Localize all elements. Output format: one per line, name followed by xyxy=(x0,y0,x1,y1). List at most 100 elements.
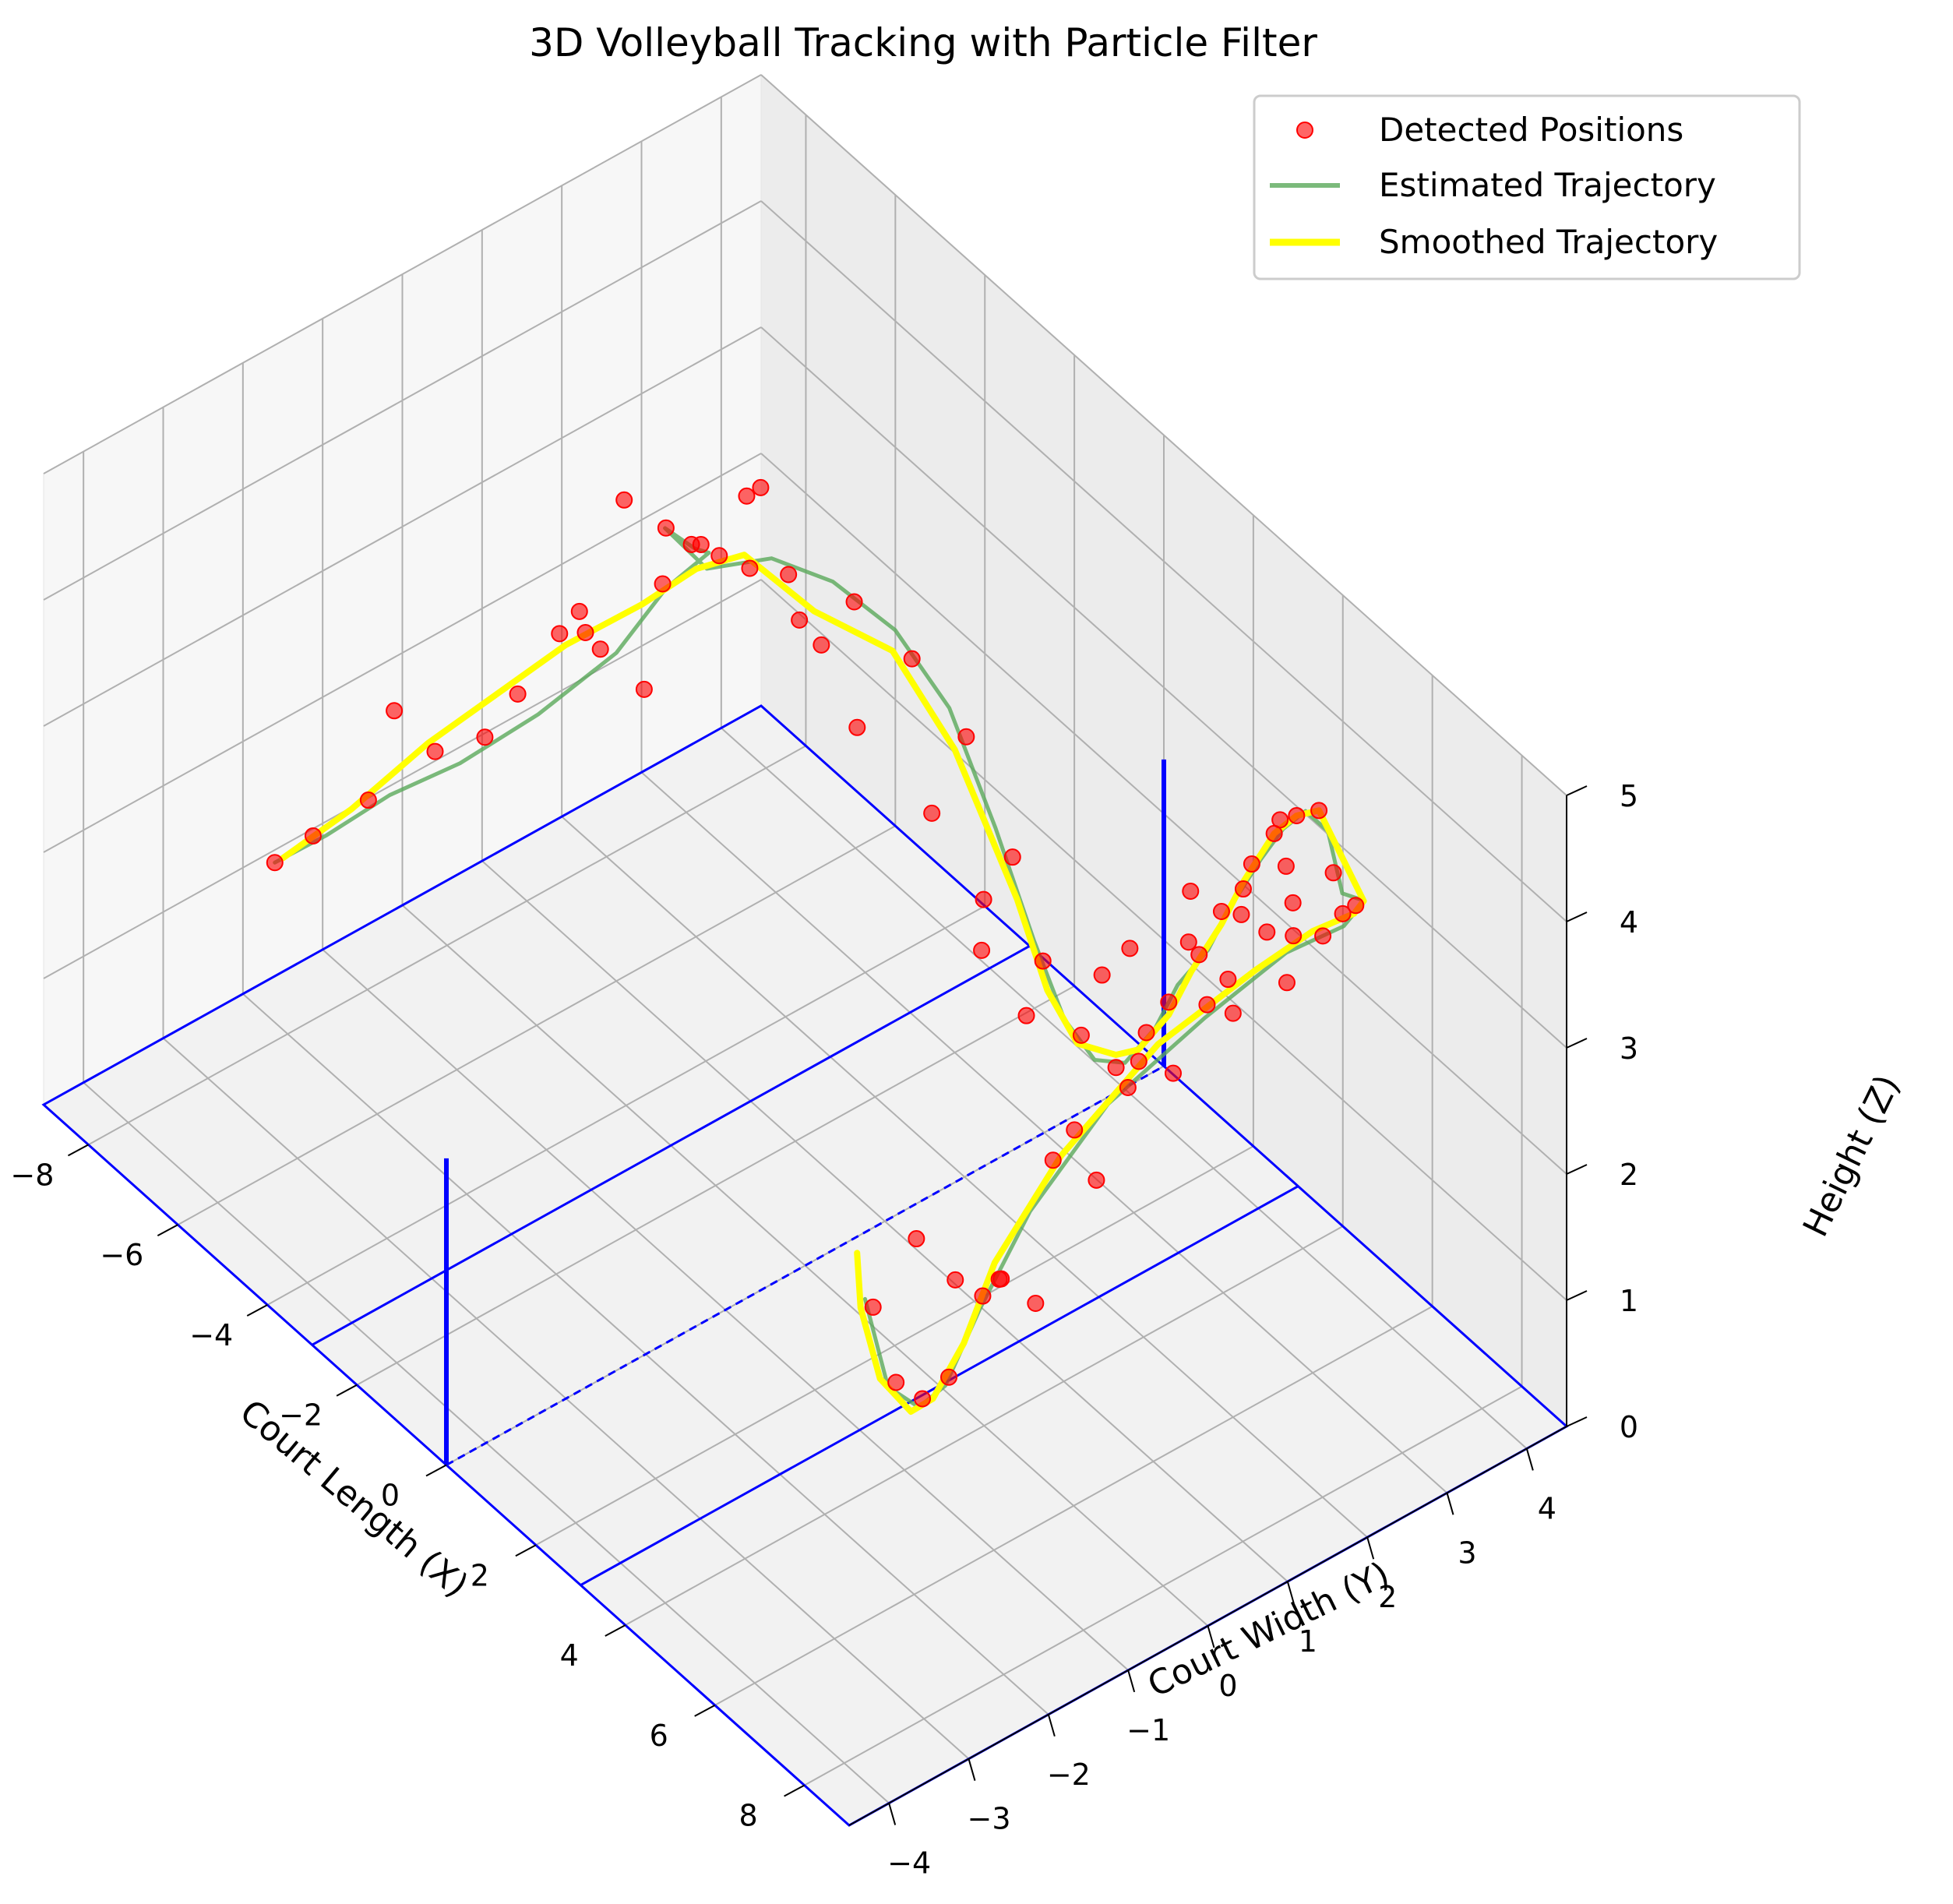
detected-point xyxy=(570,602,588,620)
grid-line-z-back xyxy=(43,200,762,601)
detected-point xyxy=(1190,946,1208,964)
y-tick-label: 4 xyxy=(1538,1491,1556,1525)
detected-point xyxy=(1034,952,1052,970)
y-tick-label: −4 xyxy=(887,1846,931,1881)
z-tick-label: 0 xyxy=(1620,1410,1638,1444)
detected-point xyxy=(974,1287,992,1305)
x-tick-label: 6 xyxy=(650,1719,668,1753)
detected-point xyxy=(576,624,594,641)
y-tick-label: 2 xyxy=(1378,1580,1397,1614)
legend-label-estimated: Estimated Trajectory xyxy=(1379,166,1716,204)
detected-point xyxy=(848,718,866,736)
detected-point xyxy=(591,640,609,658)
detected-point xyxy=(1234,880,1252,898)
detected-point xyxy=(654,575,672,593)
detected-point xyxy=(1278,974,1296,992)
z-tick-mark xyxy=(1566,785,1588,796)
detected-point xyxy=(1314,927,1332,945)
z-tick-label: 4 xyxy=(1620,905,1638,940)
detected-point xyxy=(1271,811,1289,829)
detected-point xyxy=(1219,971,1237,989)
detected-point xyxy=(710,547,728,565)
y-tick-label: −2 xyxy=(1047,1758,1091,1792)
z-tick-label: 1 xyxy=(1620,1284,1638,1318)
z-tick-mark xyxy=(1566,1290,1588,1301)
y-tick-label: −1 xyxy=(1126,1713,1170,1747)
smoothed-trajectory-series xyxy=(280,552,1367,1415)
legend-label-detected: Detected Positions xyxy=(1379,111,1683,149)
x-tick-mark xyxy=(694,1704,716,1717)
detected-point xyxy=(1107,1059,1125,1077)
court-attack-line xyxy=(311,945,1031,1346)
detected-point xyxy=(973,941,991,959)
detected-point xyxy=(1324,864,1342,882)
x-tick-mark xyxy=(605,1624,626,1637)
y-tick-mark xyxy=(1446,1493,1454,1515)
detected-point xyxy=(1137,1024,1155,1042)
detected-point xyxy=(476,728,494,746)
z-tick-label: 3 xyxy=(1620,1031,1638,1066)
detected-point xyxy=(551,625,569,643)
x-tick-label: −2 xyxy=(279,1398,323,1433)
y-axis-line xyxy=(848,1426,1567,1826)
grid-line-z-side xyxy=(760,74,1567,796)
y-tick-label: 3 xyxy=(1458,1536,1476,1570)
detected-point xyxy=(780,566,798,584)
detected-point xyxy=(957,728,975,746)
detected-point xyxy=(1243,855,1260,873)
detected-point xyxy=(1093,966,1111,984)
court-center-line xyxy=(446,1065,1165,1466)
detected-point xyxy=(1044,1151,1062,1169)
detected-point xyxy=(1284,894,1302,911)
z-tick-mark xyxy=(1566,911,1588,922)
y-tick-label: −3 xyxy=(967,1802,1010,1836)
x-tick-label: 0 xyxy=(381,1479,400,1513)
detected-point xyxy=(914,1390,932,1408)
y-tick-mark xyxy=(1286,1581,1295,1604)
detected-point xyxy=(1310,802,1328,820)
detected-point xyxy=(1072,1026,1090,1044)
detected-point xyxy=(1288,807,1306,825)
detected-point xyxy=(992,1270,1010,1288)
x-tick-mark xyxy=(246,1304,268,1317)
detected-point xyxy=(1232,905,1250,923)
detected-point xyxy=(738,487,756,505)
detected-point xyxy=(1347,897,1365,915)
detected-point xyxy=(1182,882,1200,900)
detected-point xyxy=(1017,1007,1035,1024)
y-tick-mark xyxy=(888,1803,897,1825)
grid-line-y-floor xyxy=(640,771,1448,1494)
grid-line-z-back xyxy=(43,579,762,979)
detected-point xyxy=(1258,923,1276,941)
detected-point xyxy=(615,491,633,509)
detected-point xyxy=(752,478,770,496)
y-tick-label: 0 xyxy=(1218,1669,1237,1703)
detected-point xyxy=(1121,940,1139,957)
detected-point xyxy=(635,680,653,698)
x-tick-label: −4 xyxy=(189,1318,233,1352)
detected-point xyxy=(682,535,700,553)
detected-point xyxy=(947,1271,964,1289)
z-axis-title: Height (Z) xyxy=(1796,1069,1908,1243)
x-tick-mark xyxy=(515,1544,537,1557)
detected-point xyxy=(791,611,809,629)
y-tick-mark xyxy=(1047,1714,1056,1737)
detected-point xyxy=(657,519,675,537)
detected-point xyxy=(864,1298,882,1316)
detected-point xyxy=(1285,927,1303,945)
detected-point xyxy=(1066,1121,1084,1139)
grid-line-y-floor xyxy=(481,860,1288,1582)
chart-title: 3D Volleyball Tracking with Particle Fil… xyxy=(529,20,1317,65)
y-tick-label: 1 xyxy=(1299,1624,1317,1659)
detected-point xyxy=(903,650,921,668)
x-tick-label: 4 xyxy=(560,1638,579,1673)
detected-point xyxy=(304,827,322,844)
x-tick-mark xyxy=(67,1144,89,1157)
z-tick-mark xyxy=(1566,1416,1588,1427)
detected-point xyxy=(908,1230,925,1248)
detected-point xyxy=(1179,933,1197,951)
x-tick-label: −6 xyxy=(100,1238,143,1272)
detected-point xyxy=(741,559,759,577)
x-tick-label: 8 xyxy=(739,1799,757,1833)
y-tick-mark xyxy=(1525,1448,1534,1471)
